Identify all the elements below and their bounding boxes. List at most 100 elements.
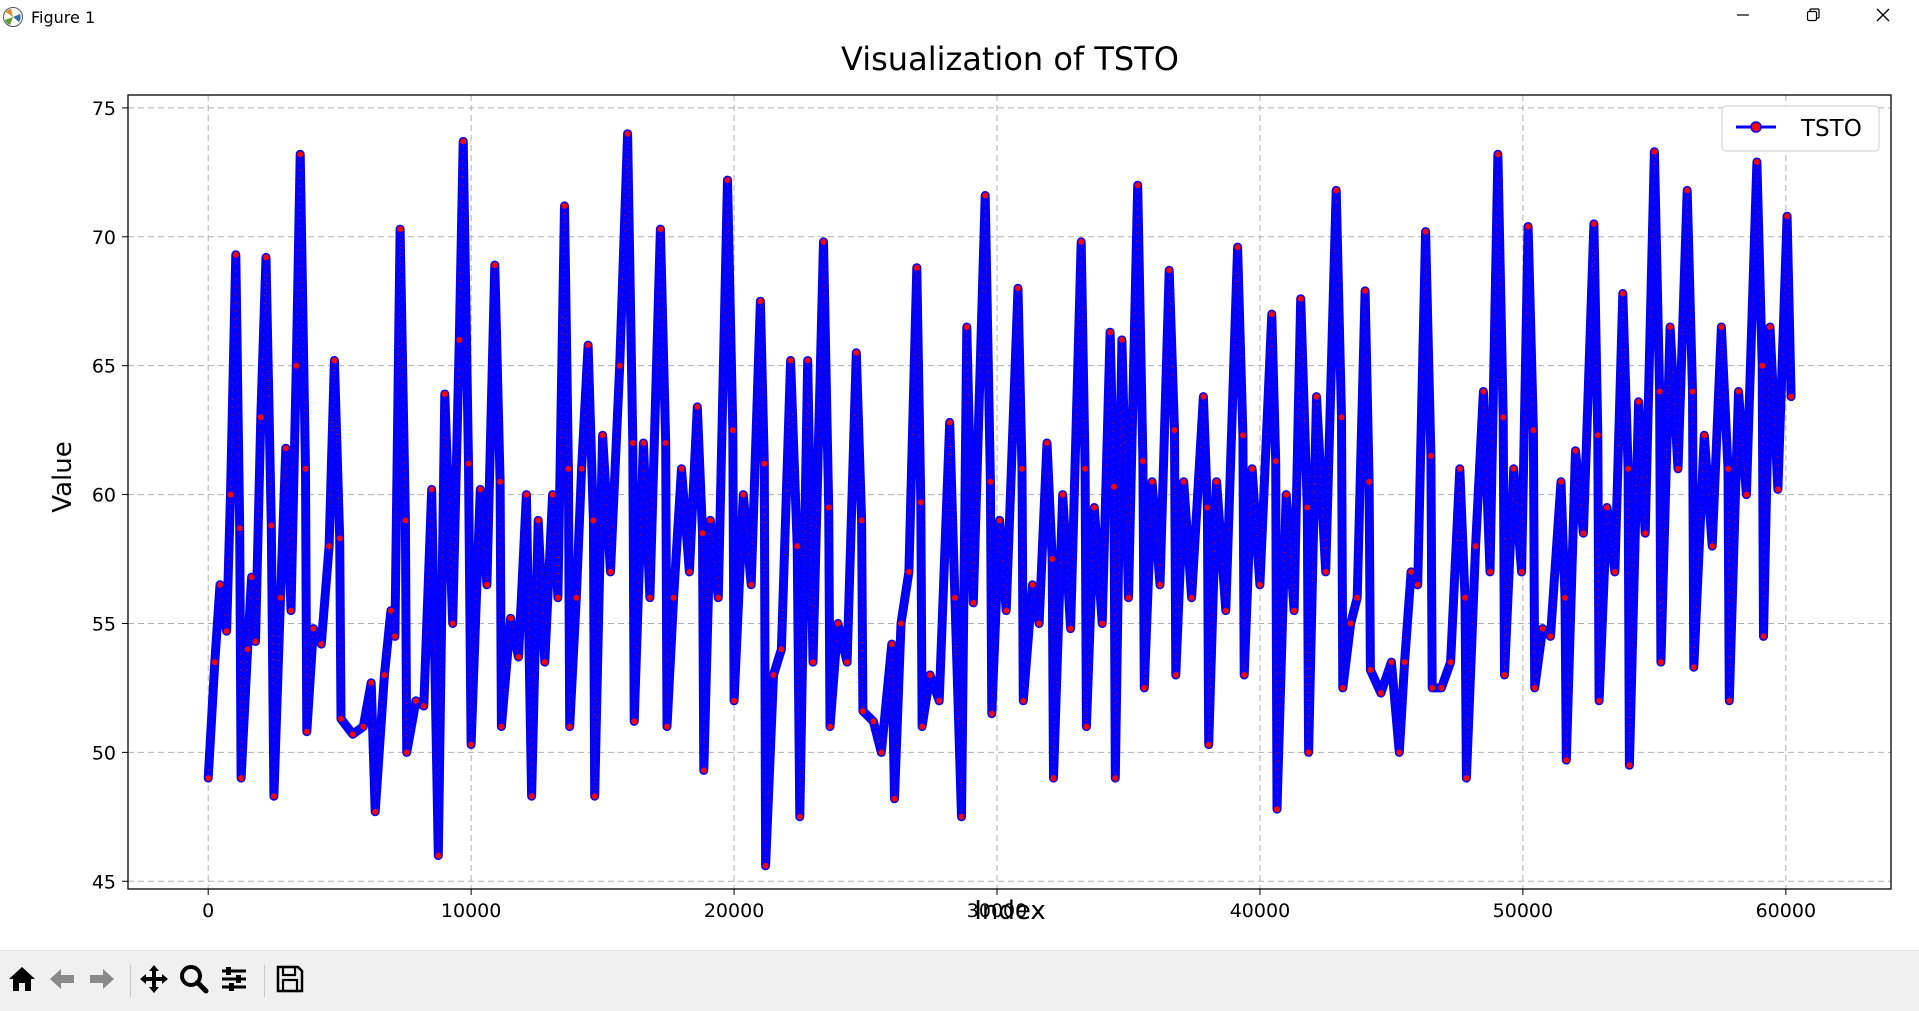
- data-point: [852, 348, 861, 357]
- data-point: [826, 722, 834, 731]
- data-point: [411, 696, 420, 705]
- minimize-button[interactable]: [1710, 0, 1776, 34]
- home-button[interactable]: [4, 963, 40, 999]
- data-point: [296, 150, 305, 159]
- close-button[interactable]: [1850, 0, 1916, 34]
- data-point: [1148, 477, 1157, 486]
- back-arrow-icon: [46, 963, 78, 999]
- data-point: [390, 632, 399, 641]
- data-point: [1624, 464, 1633, 473]
- configure-subplots-button[interactable]: [216, 963, 252, 999]
- data-point: [803, 356, 812, 365]
- data-point: [1462, 774, 1471, 783]
- toolbar-separator: [130, 965, 131, 997]
- data-point: [589, 516, 598, 525]
- data-point: [1461, 593, 1469, 602]
- data-point: [459, 137, 468, 146]
- data-point: [1641, 529, 1650, 538]
- data-point: [639, 439, 648, 447]
- data-point: [887, 640, 896, 649]
- data-point: [1625, 761, 1634, 770]
- data-point: [281, 444, 290, 453]
- data-point: [553, 593, 562, 602]
- data-point: [1376, 689, 1385, 698]
- data-point: [747, 580, 756, 589]
- x-axis-label: Index: [974, 896, 1046, 926]
- data-point: [661, 439, 670, 447]
- data-point: [386, 606, 395, 615]
- data-point: [693, 402, 702, 411]
- data-point: [1090, 503, 1099, 512]
- data-point: [222, 627, 231, 636]
- back-button[interactable]: [44, 963, 80, 999]
- home-icon: [6, 963, 38, 999]
- x-tick-label: 50000: [1493, 900, 1553, 922]
- data-point: [1421, 227, 1430, 236]
- data-point: [1561, 593, 1569, 602]
- data-point: [335, 534, 344, 543]
- matplotlib-logo-icon: [2, 6, 24, 28]
- move-icon: [138, 963, 170, 999]
- data-point: [577, 464, 586, 473]
- data-point: [1400, 658, 1409, 667]
- pan-button[interactable]: [136, 963, 172, 999]
- data-point: [1593, 431, 1602, 440]
- forward-button[interactable]: [84, 963, 120, 999]
- data-point: [434, 851, 443, 860]
- data-point: [706, 516, 715, 525]
- data-point: [1683, 186, 1692, 195]
- figure-canvas[interactable]: Visualization of TSTO 0 10000 20000 30000 40…: [0, 34, 1919, 950]
- data-point: [1407, 567, 1416, 576]
- data-point: [1014, 284, 1022, 293]
- data-point: [1674, 464, 1682, 473]
- x-tick-label: 0: [202, 900, 214, 922]
- close-icon: [1875, 7, 1891, 27]
- chart-title: Visualization of TSTO: [841, 40, 1179, 78]
- data-point: [301, 464, 310, 473]
- data-point: [1248, 464, 1257, 473]
- data-point: [833, 619, 842, 628]
- data-point: [1708, 542, 1717, 551]
- data-point: [1742, 490, 1751, 499]
- data-point: [380, 671, 389, 679]
- data-point: [1479, 387, 1488, 396]
- data-point: [1571, 446, 1580, 455]
- data-point: [325, 542, 334, 551]
- data-point: [1312, 392, 1321, 401]
- data-point: [995, 516, 1004, 525]
- data-point: [1395, 748, 1404, 757]
- data-point: [869, 717, 878, 726]
- data-point: [1766, 323, 1774, 331]
- data-point: [534, 516, 543, 525]
- data-point: [819, 237, 828, 246]
- data-point: [698, 529, 707, 538]
- data-point: [1332, 186, 1341, 195]
- data-point: [226, 490, 235, 499]
- data-point: [1133, 181, 1142, 190]
- data-point: [1688, 387, 1697, 396]
- data-point: [1725, 696, 1734, 705]
- data-point: [1273, 805, 1281, 814]
- data-point: [348, 730, 357, 739]
- zoom-icon: [178, 963, 210, 999]
- data-point: [628, 439, 637, 447]
- data-point: [527, 792, 536, 801]
- data-point: [858, 707, 867, 716]
- data-point: [1238, 431, 1247, 440]
- data-point: [1493, 150, 1502, 159]
- y-tick-label: 60: [92, 485, 116, 507]
- restore-button[interactable]: [1780, 0, 1846, 34]
- zoom-button[interactable]: [176, 963, 212, 999]
- data-point: [1618, 289, 1627, 298]
- data-point: [1656, 658, 1665, 667]
- data-point: [1304, 748, 1313, 757]
- data-point: [309, 624, 318, 633]
- data-point: [1365, 477, 1374, 486]
- data-point: [1387, 658, 1396, 667]
- data-point: [1098, 619, 1107, 628]
- data-point: [877, 748, 886, 757]
- save-button[interactable]: [272, 963, 308, 999]
- data-point: [476, 485, 485, 494]
- data-point: [645, 593, 654, 602]
- restore-icon: [1805, 7, 1821, 27]
